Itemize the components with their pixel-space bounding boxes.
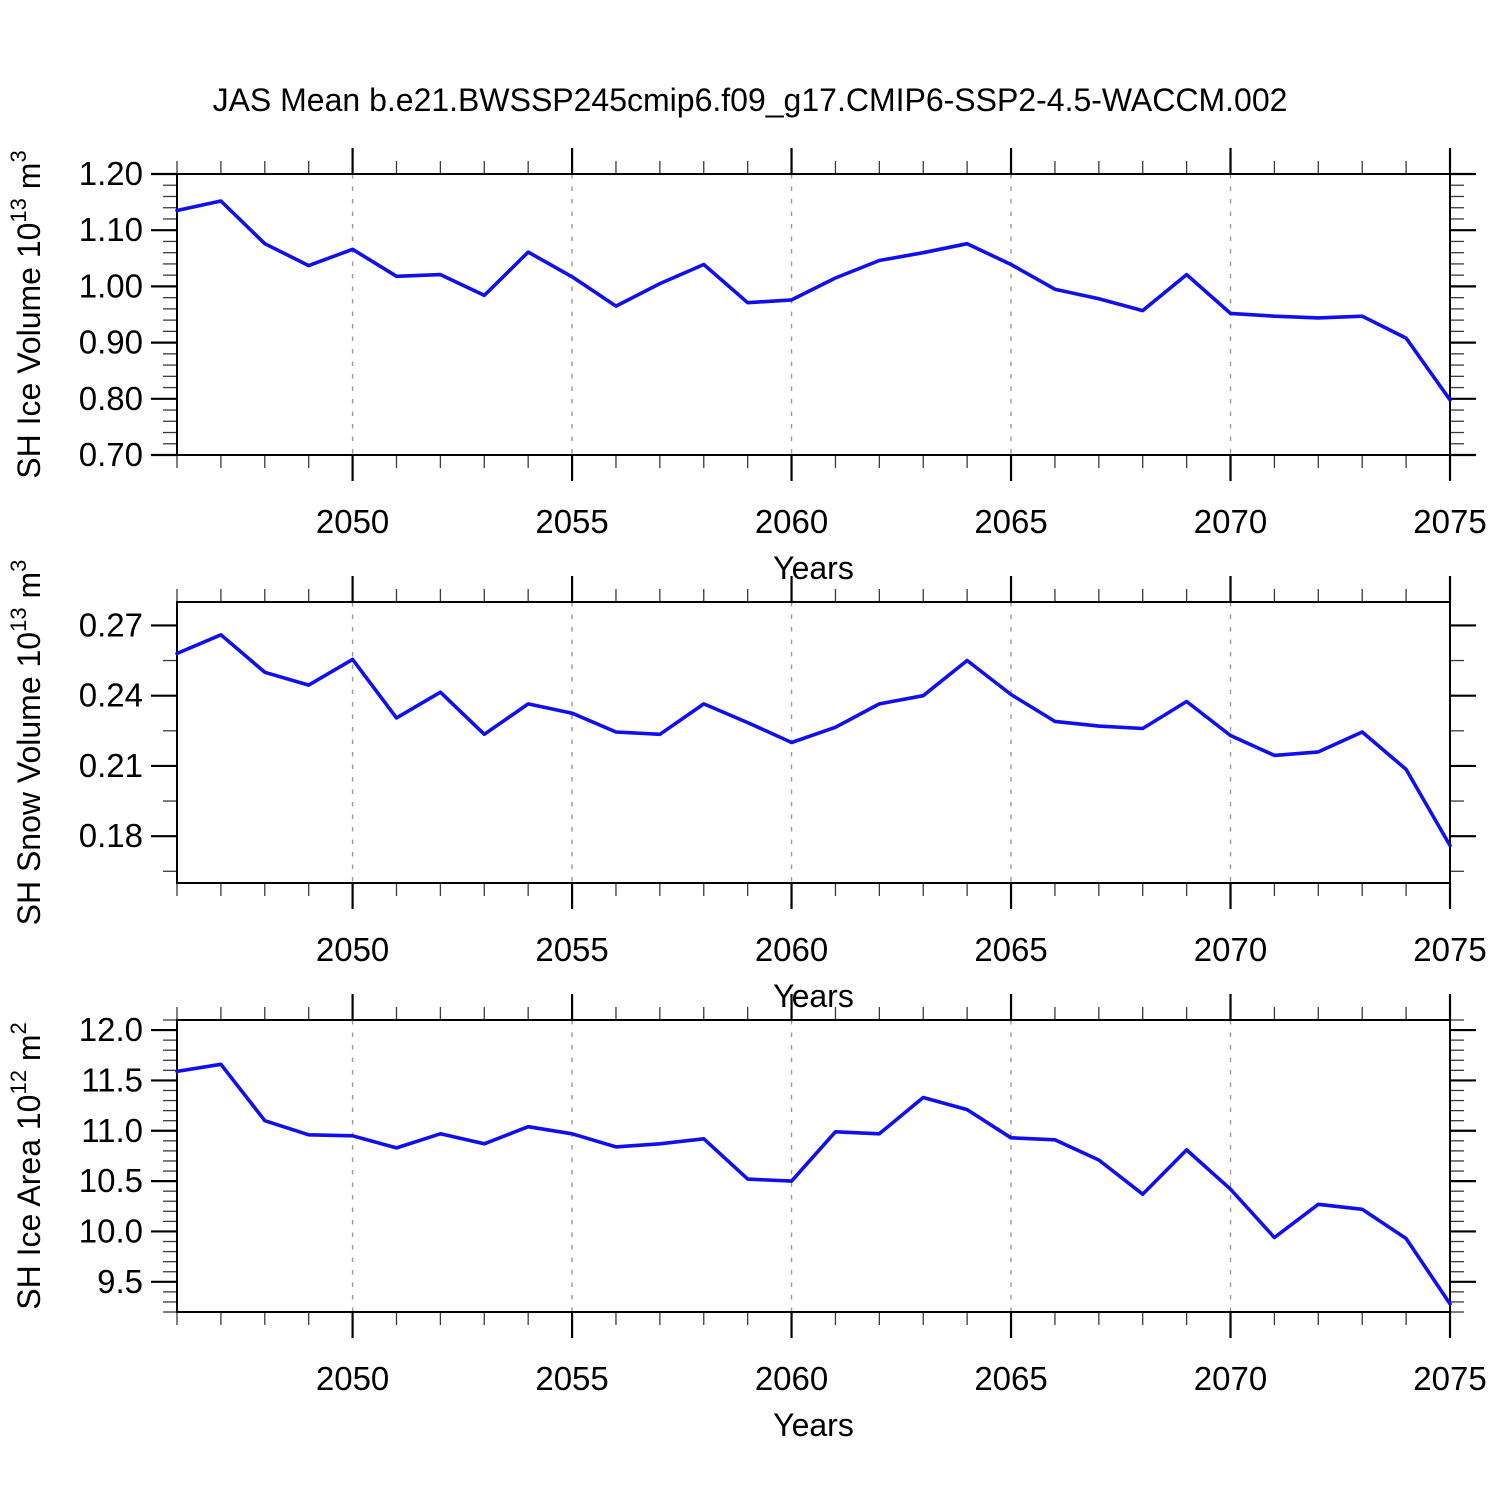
y-tick-label: 10.5: [79, 1162, 143, 1199]
y-axis-title: SH Ice Volume 1013 m3: [6, 150, 47, 478]
y-tick-label: 9.5: [97, 1263, 143, 1300]
figure-title: JAS Mean b.e21.BWSSP245cmip6.f09_g17.CMI…: [212, 82, 1288, 118]
y-tick-label: 1.10: [79, 211, 143, 248]
y-tick-label: 1.20: [79, 155, 143, 192]
x-tick-label: 2070: [1194, 931, 1267, 968]
x-tick-label: 2065: [974, 503, 1047, 540]
x-tick-label: 2050: [316, 931, 389, 968]
y-tick-label: 1.00: [79, 267, 143, 304]
x-tick-label: 2075: [1413, 503, 1486, 540]
y-tick-label: 0.80: [79, 380, 143, 417]
plot-frame: [176, 601, 1451, 884]
x-tick-label: 2055: [535, 931, 608, 968]
y-tick-label: 0.21: [79, 747, 143, 784]
y-tick-label: 0.70: [79, 436, 143, 473]
x-tick-label: 2065: [974, 931, 1047, 968]
x-axis-title: Years: [773, 978, 854, 1014]
y-axis-title: SH Snow Volume 1013 m3: [6, 560, 47, 926]
x-tick-label: 2060: [755, 503, 828, 540]
plot-frame: [176, 173, 1451, 456]
x-tick-label: 2055: [535, 503, 608, 540]
y-axis-title: SH Ice Area 1012 m2: [6, 1022, 47, 1310]
y-tick-label: 0.90: [79, 324, 143, 361]
x-axis-title: Years: [773, 1407, 854, 1443]
y-tick-label: 0.18: [79, 817, 143, 854]
x-tick-label: 2055: [535, 1360, 608, 1397]
x-tick-label: 2050: [316, 503, 389, 540]
x-axis-title: Years: [773, 550, 854, 586]
sh-snow-volume-line: [175, 632, 1452, 848]
sh-ice-area-chart: 12.0 11.5 11.0 10.5 10.0 9.5 2050 2055 2060 2065 2…: [6, 994, 1487, 1443]
x-tick-label: 2075: [1413, 1360, 1486, 1397]
x-tick-label: 2060: [755, 1360, 828, 1397]
x-tick-label: 2070: [1194, 1360, 1267, 1397]
x-tick-label: 2070: [1194, 503, 1267, 540]
y-tick-label: 0.24: [79, 677, 143, 714]
sh-ice-volume-chart: 1.20 1.10 1.00 0.90 0.80 0.70 2050 2055 2060 2065…: [6, 148, 1487, 586]
y-tick-label: 10.0: [79, 1212, 143, 1249]
x-tick-label: 2075: [1413, 931, 1486, 968]
x-tick-label: 2065: [974, 1360, 1047, 1397]
x-tick-label: 2050: [316, 1360, 389, 1397]
y-tick-label: 11.0: [81, 1112, 143, 1149]
y-tick-label: 11.5: [81, 1061, 143, 1098]
x-tick-label: 2060: [755, 931, 828, 968]
sh-ice-volume-line: [175, 199, 1452, 402]
plot-frame: [176, 1019, 1451, 1313]
y-tick-label: 0.27: [79, 606, 143, 643]
sh-snow-volume-chart: 0.27 0.24 0.21 0.18 2050 2055 2060 2065 2070 2075…: [6, 560, 1487, 1014]
y-tick-label: 12.0: [79, 1011, 143, 1048]
sh-ice-area-line: [175, 1062, 1452, 1306]
